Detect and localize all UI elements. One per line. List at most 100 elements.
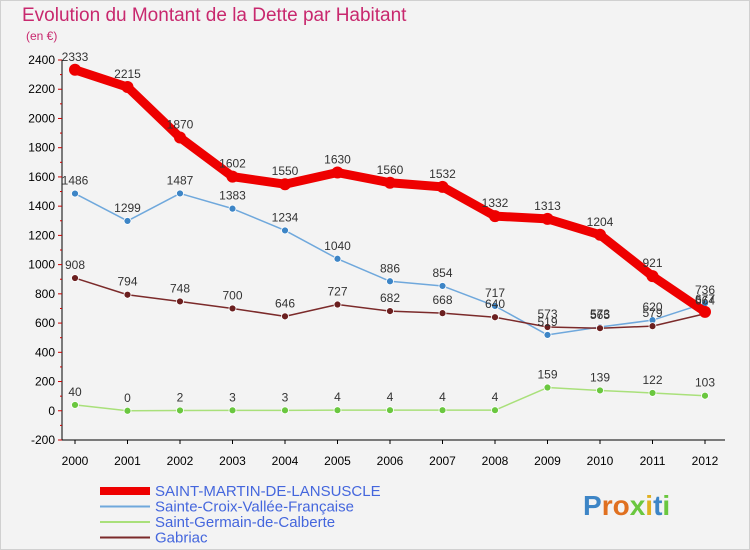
data-labels: 2333 2215 1870 1602 1550 1630 1560 1532 1332 1313…: [62, 50, 716, 405]
x-tick-label: 2008: [482, 454, 509, 468]
data-label: 794: [117, 275, 137, 289]
data-point: [491, 406, 499, 415]
legend-entry: Sainte-Croix-Vallée-Française: [155, 499, 354, 516]
data-point: [281, 312, 289, 321]
data-point: [333, 406, 342, 415]
data-label: 103: [695, 376, 715, 390]
x-tick-label: 2011: [640, 454, 666, 468]
data-point: [699, 305, 711, 318]
data-point: [386, 406, 394, 415]
data-point: [123, 217, 132, 225]
y-tick-label: 600: [35, 316, 55, 330]
data-label: 3: [229, 390, 236, 404]
data-point: [228, 204, 237, 213]
data-point: [228, 304, 237, 313]
data-label: 4: [492, 390, 499, 404]
data-label: 579: [642, 306, 662, 320]
data-point: [541, 212, 554, 225]
y-tick-label: 1800: [28, 141, 55, 155]
data-point: [436, 180, 449, 193]
data-label: 736: [695, 283, 715, 297]
data-point: [176, 406, 184, 415]
data-label: 2215: [114, 67, 141, 81]
x-tick-label: 2004: [272, 454, 299, 468]
data-label: 40: [68, 385, 82, 399]
data-point: [176, 297, 184, 306]
data-point: [648, 389, 657, 397]
data-label: 1487: [167, 173, 194, 187]
data-point: [121, 81, 134, 94]
data-point: [333, 254, 342, 263]
data-label: 640: [485, 297, 505, 311]
data-label: 122: [642, 373, 662, 387]
chart-title: Evolution du Montant de la Dette par Hab…: [22, 5, 407, 26]
y-tick-label: 2000: [28, 111, 55, 125]
data-point: [331, 166, 344, 179]
legend-entry: SAINT-MARTIN-DE-LANSUSCLE: [155, 483, 381, 500]
data-point: [489, 210, 501, 223]
data-label: 908: [65, 258, 85, 272]
data-point: [333, 300, 342, 309]
x-tick-label: 2009: [534, 454, 561, 468]
x-tick-label: 2002: [167, 454, 194, 468]
data-point: [279, 178, 291, 191]
data-label: 1532: [429, 167, 456, 181]
data-point: [491, 302, 499, 310]
data-label: 1486: [62, 174, 89, 188]
data-point: [71, 274, 79, 282]
data-label: 0: [124, 391, 131, 405]
x-tick-label: 2006: [377, 454, 404, 468]
x-tick-label: 2003: [219, 454, 246, 468]
legend-entry: Gabriac: [155, 530, 208, 547]
data-label: 573: [590, 307, 610, 321]
data-label: 664: [695, 294, 715, 308]
data-point: [226, 170, 239, 183]
proxiti-logo: Proxiti: [583, 490, 670, 521]
y-tick-label: 0: [48, 404, 55, 418]
legend-entry: Saint-Germain-de-Calberte: [155, 514, 335, 531]
data-point: [228, 406, 237, 415]
data-point: [543, 323, 552, 331]
legend: SAINT-MARTIN-DE-LANSUSCLESainte-Croix-Va…: [100, 483, 381, 547]
data-label: 4: [334, 390, 341, 404]
data-label: 727: [327, 285, 347, 299]
data-point: [69, 63, 81, 76]
data-label: 1560: [377, 163, 404, 177]
data-label: 1332: [482, 196, 509, 210]
data-point: [386, 307, 394, 315]
data-point: [438, 282, 447, 290]
data-label: 1870: [167, 117, 194, 131]
data-point: [176, 189, 184, 198]
data-point: [123, 406, 132, 415]
series-layer: [69, 63, 711, 415]
data-label: 3: [282, 390, 289, 404]
data-label: 1234: [272, 210, 299, 224]
y-tick-label: 2400: [28, 53, 55, 67]
data-label: 4: [387, 390, 394, 404]
data-point: [386, 277, 394, 286]
data-point: [281, 406, 289, 415]
data-label: 1550: [272, 164, 299, 178]
data-point: [543, 383, 552, 392]
data-label: 1299: [114, 201, 141, 215]
data-point: [281, 226, 289, 235]
y-tick-label: 800: [35, 287, 55, 301]
data-point: [543, 331, 552, 339]
y-tick-label: 1400: [28, 199, 55, 213]
y-tick-label: 1000: [28, 258, 55, 272]
data-label: 700: [222, 288, 242, 302]
data-label: 646: [275, 296, 295, 310]
x-tick-label: 2005: [324, 454, 351, 468]
data-label: 1630: [324, 153, 351, 167]
data-label: 4: [439, 390, 446, 404]
y-tick-label: 400: [35, 345, 55, 359]
data-point: [646, 270, 659, 283]
x-tick-label: 2000: [62, 454, 89, 468]
y-tick-label: -200: [31, 433, 55, 447]
data-label: 565: [590, 308, 610, 322]
data-label: 668: [432, 293, 452, 307]
data-label: 1313: [534, 199, 561, 213]
data-label: 682: [380, 291, 400, 305]
logo-wordmark: Proxiti: [583, 490, 670, 521]
